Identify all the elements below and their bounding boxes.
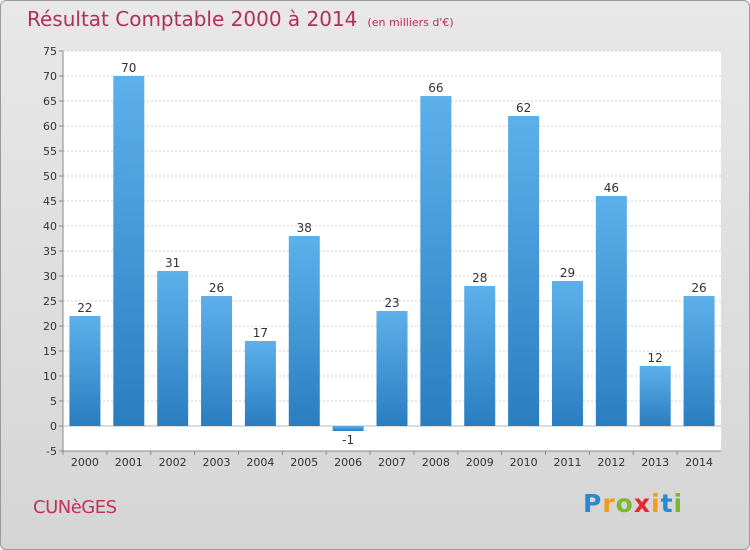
logo-letter: i xyxy=(673,489,684,518)
chart-title-text: Résultat Comptable 2000 à 2014 xyxy=(27,7,358,31)
x-tick-label: 2000 xyxy=(71,456,99,469)
chart-unit: (en milliers d'€) xyxy=(367,16,454,29)
data-label: 26 xyxy=(209,281,224,295)
x-tick-label: 2012 xyxy=(597,456,625,469)
y-tick-label: 45 xyxy=(43,195,57,208)
data-label: 22 xyxy=(77,301,92,315)
logo-letter: x xyxy=(633,489,651,518)
logo-letter: o xyxy=(615,489,634,518)
data-label: 29 xyxy=(560,266,575,280)
x-tick-label: 2005 xyxy=(290,456,318,469)
x-tick-label: 2013 xyxy=(641,456,669,469)
logo-letter: t xyxy=(660,489,674,518)
bar xyxy=(113,76,145,426)
bar xyxy=(551,281,583,426)
data-label: 70 xyxy=(121,61,136,75)
y-tick-label: 30 xyxy=(43,270,57,283)
bar xyxy=(508,116,540,426)
logo-letter: r xyxy=(602,489,616,518)
data-label: 38 xyxy=(297,221,312,235)
bar xyxy=(420,96,452,426)
x-tick-label: 2009 xyxy=(466,456,494,469)
data-label: -1 xyxy=(342,433,354,447)
bar xyxy=(464,286,496,426)
bars xyxy=(69,76,715,431)
y-tick-label: 70 xyxy=(43,70,57,83)
y-tick-label: 65 xyxy=(43,95,57,108)
x-tick-label: 2001 xyxy=(115,456,143,469)
y-tick-label: 40 xyxy=(43,220,57,233)
data-label: 46 xyxy=(604,181,619,195)
bar xyxy=(244,341,276,426)
bar xyxy=(595,196,627,426)
x-tick-label: 2010 xyxy=(510,456,538,469)
x-tick-label: 2003 xyxy=(203,456,231,469)
bar xyxy=(376,311,408,426)
bar xyxy=(683,296,715,426)
x-tick-label: 2002 xyxy=(159,456,187,469)
data-labels: 22 70 31 26 17 38 -1 23 66 28 62 29 46 12 26 xyxy=(77,61,706,447)
data-label: 23 xyxy=(384,296,399,310)
y-tick-label: 55 xyxy=(43,145,57,158)
y-tick-label: 35 xyxy=(43,245,57,258)
x-tick-label: 2006 xyxy=(334,456,362,469)
x-tick-label: 2007 xyxy=(378,456,406,469)
y-tick-label: 15 xyxy=(43,345,57,358)
data-label: 28 xyxy=(472,271,487,285)
y-tick-label: 5 xyxy=(50,395,57,408)
data-label: 17 xyxy=(253,326,268,340)
y-tick-label: 50 xyxy=(43,170,57,183)
y-tick-label: -5 xyxy=(46,445,57,458)
x-tick-label: 2004 xyxy=(246,456,274,469)
y-tick-label: 10 xyxy=(43,370,57,383)
bar xyxy=(288,236,320,426)
x-tick-label: 2008 xyxy=(422,456,450,469)
bar xyxy=(332,426,364,431)
bar xyxy=(639,366,671,426)
y-tick-label: 0 xyxy=(50,420,57,433)
x-tick-label: 2011 xyxy=(553,456,581,469)
proxiti-logo: Proxiti xyxy=(583,489,683,518)
bar xyxy=(201,296,233,426)
y-tick-label: 60 xyxy=(43,120,57,133)
logo-letter: i xyxy=(651,489,661,518)
data-label: 12 xyxy=(648,351,663,365)
y-tick-label: 75 xyxy=(43,45,57,58)
data-label: 26 xyxy=(691,281,706,295)
bar xyxy=(157,271,189,426)
data-label: 66 xyxy=(428,81,443,95)
x-tick-label: 2014 xyxy=(685,456,713,469)
y-tick-label: 25 xyxy=(43,295,57,308)
data-label: 62 xyxy=(516,101,531,115)
y-tick-label: 20 xyxy=(43,320,57,333)
chart-title: Résultat Comptable 2000 à 2014 (en millie… xyxy=(27,7,454,31)
bar xyxy=(69,316,101,426)
logo-letter: P xyxy=(583,489,603,518)
commune-name: CUNèGES xyxy=(33,497,117,518)
data-label: 31 xyxy=(165,256,180,270)
